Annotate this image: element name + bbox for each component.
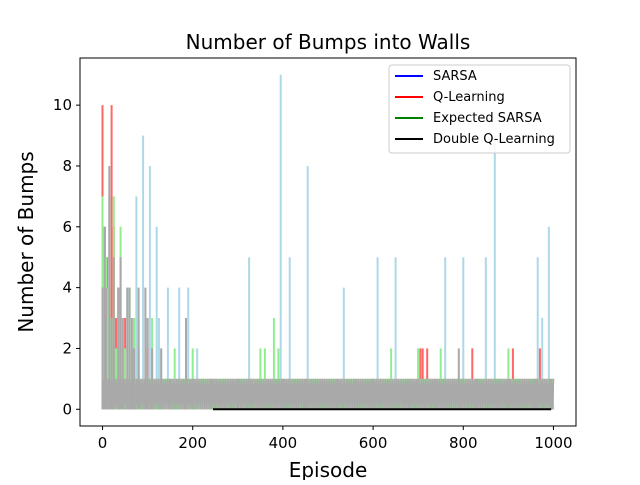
series-layer bbox=[101, 74, 555, 411]
legend-label: Q-Learning bbox=[433, 90, 505, 105]
legend-label: Expected SARSA bbox=[433, 111, 542, 126]
x-tick-label: 200 bbox=[178, 434, 207, 452]
x-tick-label: 800 bbox=[449, 434, 478, 452]
x-tick-label: 1000 bbox=[534, 434, 572, 452]
y-tick-label: 6 bbox=[62, 218, 72, 236]
y-tick-label: 2 bbox=[62, 339, 72, 357]
legend-label: SARSA bbox=[433, 69, 477, 84]
legend: SARSA Q-Learning Expected SARSA Double Q-Le… bbox=[388, 64, 571, 154]
x-tick-label: 400 bbox=[269, 434, 298, 452]
x-axis-label: Episode bbox=[289, 458, 368, 480]
y-tick-label: 10 bbox=[53, 96, 72, 114]
plot-frame bbox=[79, 57, 577, 427]
x-axis: 0 200 400 600 800 1000 bbox=[98, 426, 573, 452]
y-tick-label: 4 bbox=[62, 279, 72, 297]
y-tick-label: 0 bbox=[62, 400, 72, 418]
y-axis-label: Number of Bumps bbox=[14, 151, 38, 332]
legend-box bbox=[388, 64, 571, 154]
y-axis: 0 2 4 6 8 10 bbox=[53, 96, 80, 418]
series-baseline-3 bbox=[101, 378, 555, 410]
chart-title: Number of Bumps into Walls bbox=[186, 30, 471, 54]
legend-label: Double Q-Learning bbox=[433, 132, 555, 147]
y-tick-label: 8 bbox=[62, 157, 72, 175]
x-tick-label: 600 bbox=[359, 434, 388, 452]
x-tick-label: 0 bbox=[98, 434, 108, 452]
